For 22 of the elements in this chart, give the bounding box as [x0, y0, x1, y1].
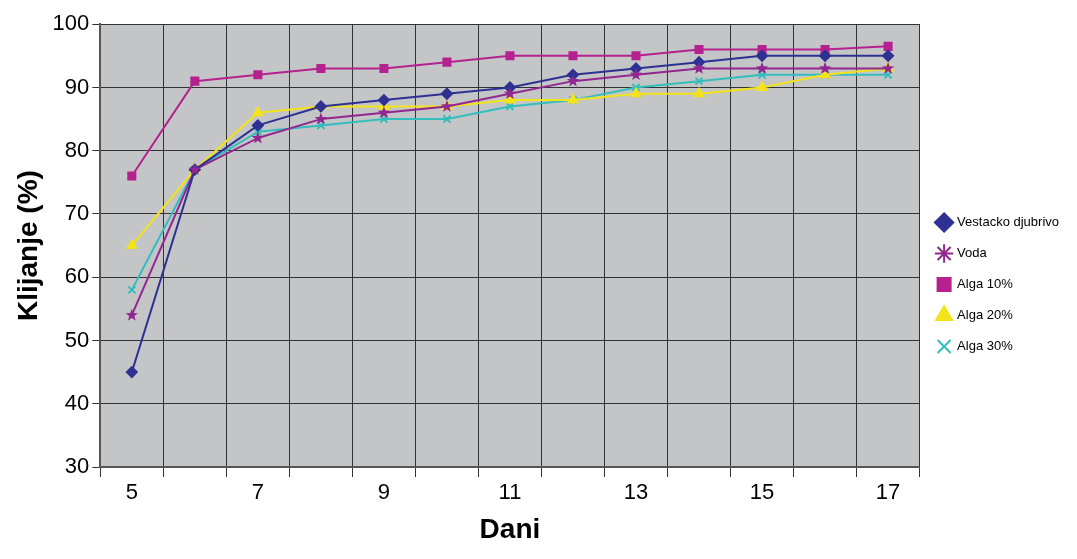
x-tick-label: 5 — [125, 479, 138, 505]
x-tick-label: 17 — [875, 479, 901, 505]
x-tick-label: 13 — [623, 479, 649, 505]
x-tick-label: 7 — [251, 479, 264, 505]
x-tick-label: 15 — [749, 479, 775, 505]
y-tick-label: 30 — [64, 453, 90, 479]
x-axis-title: Dani — [479, 512, 541, 544]
y-tick-label: 100 — [52, 10, 90, 36]
x-tick-label: 9 — [377, 479, 391, 505]
legend-label: Voda — [957, 245, 988, 261]
y-tick-label: 70 — [64, 200, 90, 226]
y-tick-label: 90 — [64, 73, 90, 99]
y-tick-label: 60 — [64, 263, 90, 289]
y-tick-label: 40 — [64, 389, 90, 415]
x-tick-label: 11 — [498, 479, 522, 505]
legend-label: Vestacko djubrivo — [957, 214, 1060, 230]
legend-label: Alga 10% — [957, 276, 1014, 292]
legend-label: Alga 20% — [957, 307, 1014, 323]
y-axis-title: Klijanje (%) — [11, 170, 43, 322]
legend-label: Alga 30% — [957, 338, 1014, 354]
y-tick-label: 50 — [64, 326, 90, 352]
y-tick-label: 80 — [64, 136, 90, 162]
